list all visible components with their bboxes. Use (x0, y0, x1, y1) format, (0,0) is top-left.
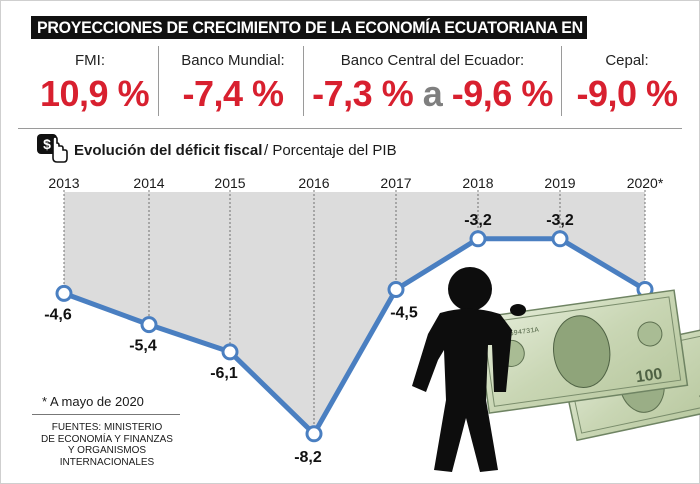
projection-source: Cepal: (605, 52, 649, 69)
data-point (140, 316, 158, 334)
data-label: -6,1 (210, 365, 238, 382)
data-label: -4,5 (390, 305, 418, 322)
page-title: PROYECCIONES DE CRECIMIENTO DE LA ECONOM… (37, 18, 622, 37)
x-tick-label: 2018 (462, 175, 493, 191)
data-label: -4,6 (44, 306, 72, 323)
deficit-header: $ Evolución del déficit fiscal / Porcent… (36, 133, 397, 163)
data-point (387, 281, 405, 298)
projection-source: Banco Mundial: (181, 52, 285, 69)
svg-text:100: 100 (635, 366, 664, 387)
projection-connector: a (422, 73, 443, 114)
deficit-series-line (61, 236, 648, 437)
projection-value: -7,4 % (182, 73, 284, 114)
deficit-title: Evolución del déficit fiscal (74, 142, 263, 159)
x-tick-label: 2020* (627, 175, 664, 191)
projection-value: 10,9 % (40, 73, 150, 114)
x-tick-label: 2017 (380, 175, 411, 191)
divider (158, 46, 159, 116)
sources-note: FUENTES: MINISTERIO DE ECONOMÍA Y FINANZ… (32, 422, 182, 468)
data-label: -8,2 (294, 449, 322, 466)
section-divider (18, 128, 682, 129)
divider (561, 46, 562, 116)
divider (303, 46, 304, 116)
source-line: DE ECONOMÍA Y FINANZAS (41, 433, 173, 445)
svg-text:$: $ (43, 136, 51, 152)
source-line: FUENTES: MINISTERIO (51, 422, 163, 433)
data-label: -5,4 (129, 338, 157, 355)
x-tick-label: 2019 (544, 175, 575, 191)
x-tick-label: 2016 (298, 175, 329, 191)
data-point (305, 425, 323, 443)
projection-cepal: Cepal: -9,0 % (572, 52, 682, 115)
projection-banco-mundial: Banco Mundial: -7,4 % (168, 52, 298, 115)
projection-value: -9,0 % (576, 73, 678, 114)
projection-value-high: -9,6 % (451, 73, 554, 114)
projection-source: Banco Central del Ecuador: (340, 52, 525, 69)
deficit-subtitle: / Porcentaje del PIB (264, 142, 397, 159)
projection-source: FMI: (75, 52, 105, 69)
deficit-area (64, 192, 645, 434)
dollar-hand-icon: $ (37, 134, 68, 163)
data-point (551, 230, 569, 248)
svg-text:100: 100 (697, 386, 700, 407)
x-tick-label: 2015 (214, 175, 245, 191)
projection-fmi: FMI: 10,9 % (40, 52, 150, 115)
projection-banco-central: Banco Central del Ecuador: -7,3 % a -9,6… (310, 52, 555, 115)
x-tick-label: 2014 (133, 175, 164, 191)
man-silhouette (412, 267, 526, 472)
data-point (469, 230, 487, 248)
footnote-divider (32, 414, 180, 415)
x-tick-label: 2013 (48, 175, 79, 191)
source-line: INTERNACIONALES (59, 456, 155, 468)
data-point (221, 343, 239, 361)
projection-value-low: -7,3 % (312, 73, 414, 114)
projection-range: -7,3 % a -9,6 % (310, 73, 555, 115)
footnote: * A mayo de 2020 (42, 394, 144, 409)
data-point (55, 284, 73, 302)
source-line: Y ORGANISMOS (67, 445, 147, 456)
data-label: -3,2 (546, 212, 574, 229)
data-label: -3,2 (464, 212, 492, 229)
title-bar: PROYECCIONES DE CRECIMIENTO DE LA ECONOM… (31, 16, 622, 39)
